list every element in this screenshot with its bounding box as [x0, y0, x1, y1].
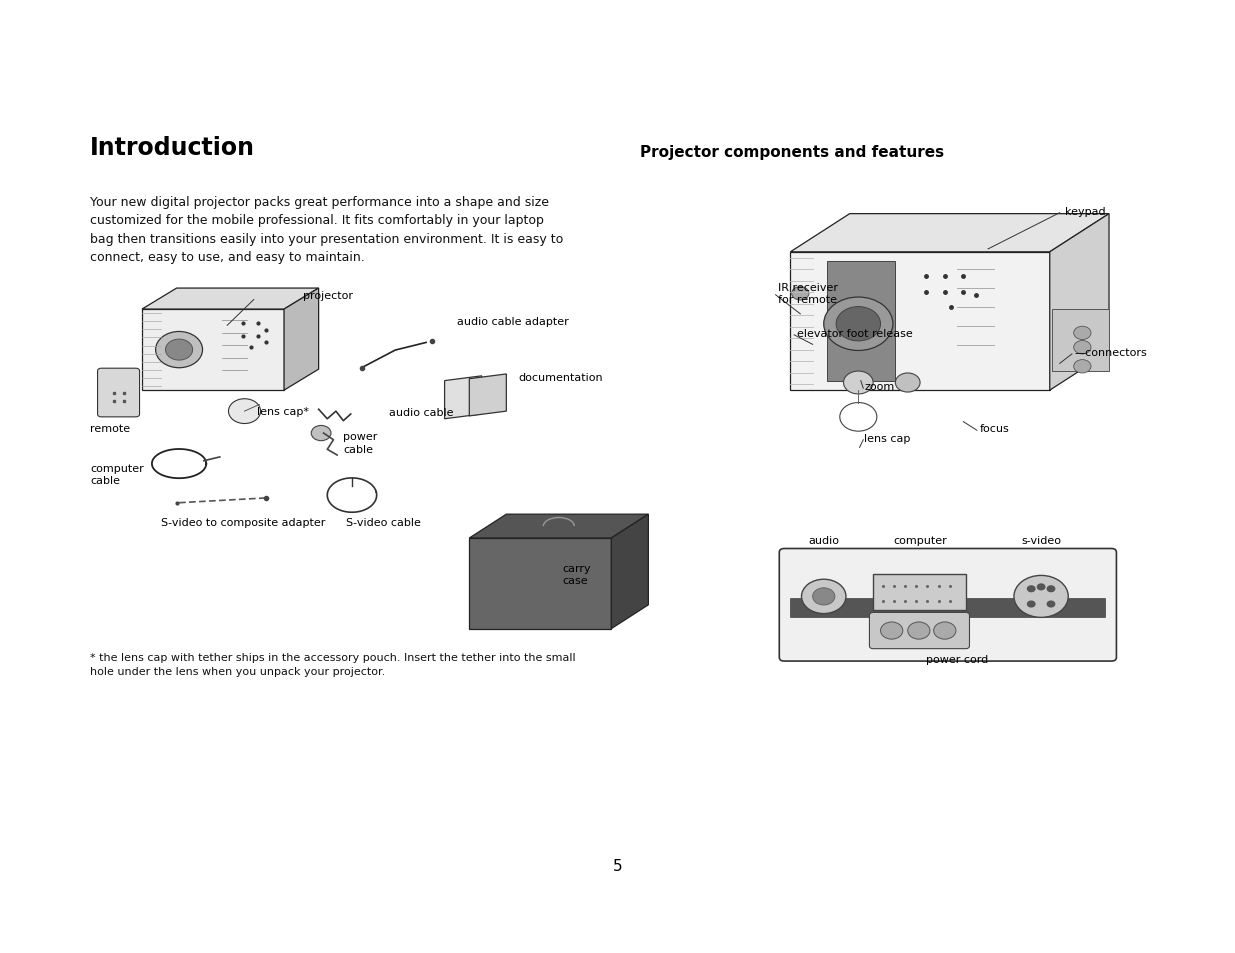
Circle shape: [836, 307, 881, 341]
Circle shape: [165, 339, 193, 361]
Circle shape: [1073, 341, 1091, 355]
Circle shape: [824, 297, 893, 351]
FancyBboxPatch shape: [779, 549, 1116, 661]
Text: S-video to composite adapter: S-video to composite adapter: [161, 517, 325, 527]
Circle shape: [895, 374, 920, 393]
Bar: [873, 574, 966, 610]
FancyBboxPatch shape: [98, 369, 140, 417]
Text: audio cable adapter: audio cable adapter: [457, 317, 568, 327]
Polygon shape: [1050, 214, 1109, 391]
Circle shape: [1047, 586, 1055, 592]
Text: lens cap: lens cap: [864, 434, 911, 443]
Text: Introduction: Introduction: [90, 136, 256, 160]
Polygon shape: [469, 375, 506, 416]
Circle shape: [1073, 327, 1091, 340]
Text: keypad: keypad: [1065, 207, 1105, 216]
Text: power cord: power cord: [926, 655, 988, 664]
Text: s-video: s-video: [1021, 536, 1061, 545]
Circle shape: [1047, 601, 1055, 607]
Circle shape: [1028, 586, 1035, 592]
Polygon shape: [284, 289, 319, 391]
Circle shape: [228, 399, 261, 424]
Text: elevator foot release: elevator foot release: [797, 329, 913, 338]
Text: S-video cable: S-video cable: [346, 517, 421, 527]
Text: 5: 5: [613, 858, 622, 873]
Text: IR receiver
for remote: IR receiver for remote: [778, 282, 839, 305]
Circle shape: [311, 426, 331, 441]
Text: Projector components and features: Projector components and features: [640, 145, 944, 160]
Circle shape: [792, 288, 809, 301]
Bar: [1052, 310, 1109, 372]
Text: computer
cable: computer cable: [90, 463, 144, 486]
Text: remote: remote: [90, 424, 130, 434]
Circle shape: [156, 333, 203, 368]
Polygon shape: [611, 515, 648, 629]
Text: power
cable: power cable: [343, 432, 378, 455]
Circle shape: [844, 372, 873, 395]
Text: lens cap*: lens cap*: [257, 407, 309, 416]
Polygon shape: [469, 515, 648, 538]
Polygon shape: [142, 289, 319, 310]
Circle shape: [1014, 576, 1068, 618]
Text: —connectors: —connectors: [1074, 348, 1147, 357]
Polygon shape: [142, 310, 284, 391]
Polygon shape: [469, 538, 611, 629]
FancyBboxPatch shape: [869, 613, 969, 649]
Circle shape: [813, 588, 835, 605]
Text: documentation: documentation: [519, 373, 604, 382]
Circle shape: [1037, 584, 1045, 590]
Circle shape: [934, 622, 956, 639]
Text: projector: projector: [303, 291, 352, 300]
Polygon shape: [790, 253, 1050, 391]
Circle shape: [1028, 601, 1035, 607]
Text: audio cable: audio cable: [389, 408, 453, 417]
Polygon shape: [445, 376, 482, 419]
Bar: [790, 598, 1105, 618]
Circle shape: [908, 622, 930, 639]
Text: computer: computer: [893, 536, 947, 545]
Text: audio: audio: [808, 536, 840, 545]
Polygon shape: [790, 214, 1109, 253]
Text: * the lens cap with tether ships in the accessory pouch. Insert the tether into : * the lens cap with tether ships in the …: [90, 653, 576, 677]
Circle shape: [802, 579, 846, 614]
Text: focus: focus: [979, 424, 1009, 434]
Circle shape: [1073, 360, 1091, 374]
Bar: [827, 262, 895, 381]
Text: zoom: zoom: [864, 382, 894, 392]
Text: carry
case: carry case: [562, 563, 590, 586]
Circle shape: [881, 622, 903, 639]
Text: Your new digital projector packs great performance into a shape and size
customi: Your new digital projector packs great p…: [90, 195, 563, 264]
